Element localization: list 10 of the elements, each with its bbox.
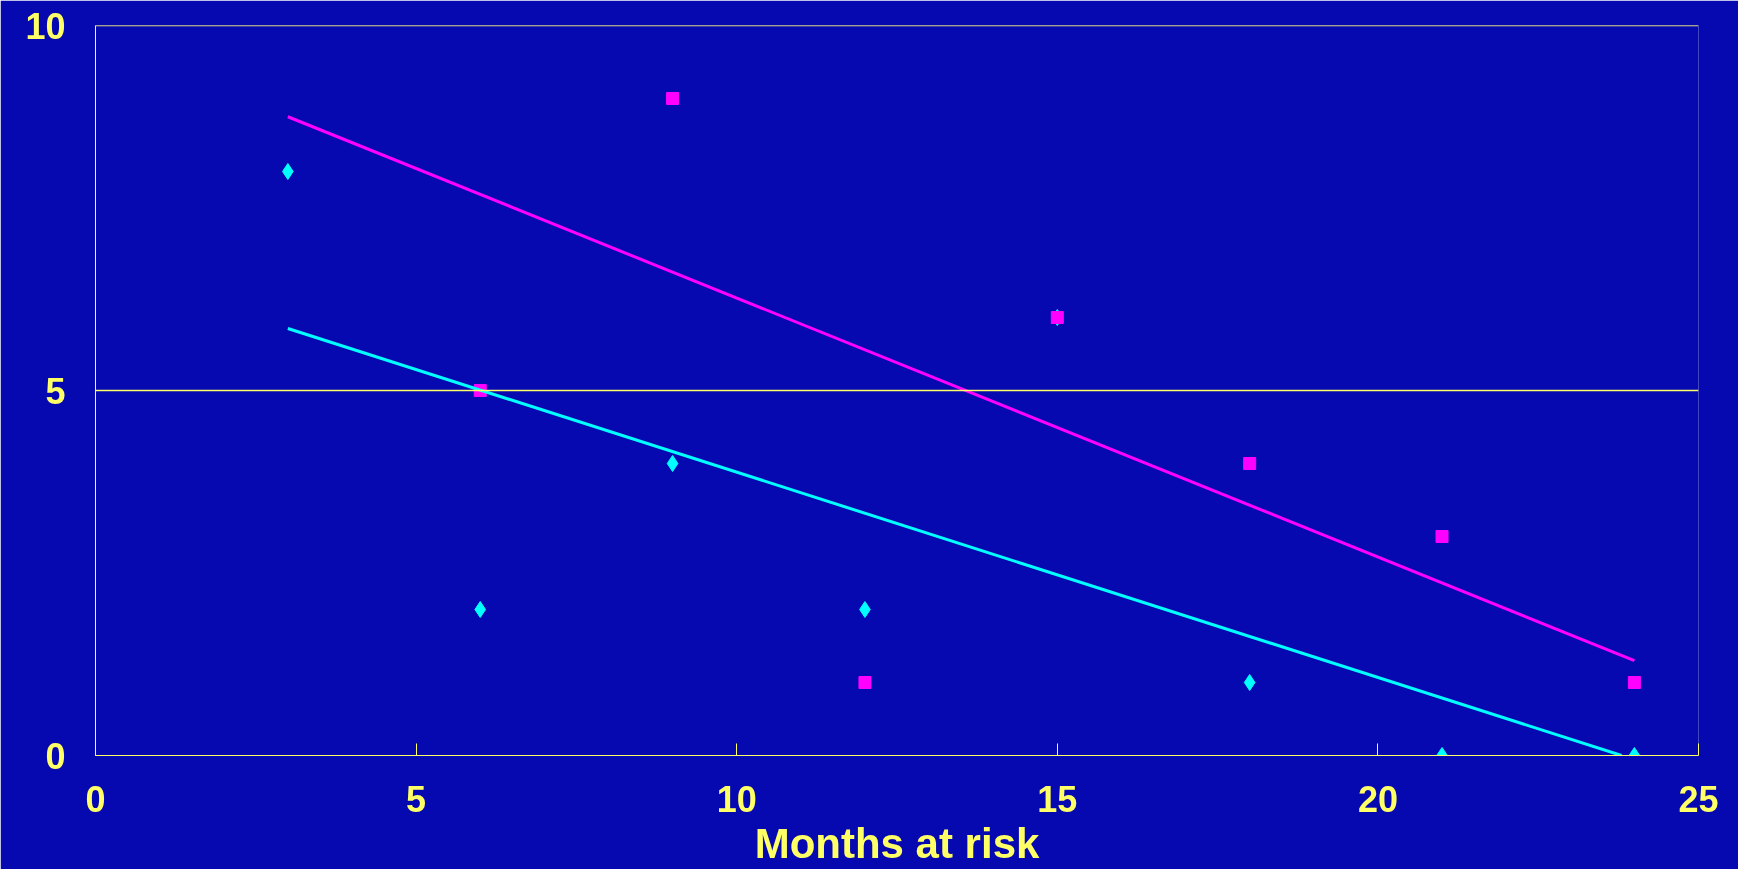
y-tick-label: 0: [45, 735, 66, 777]
x-tick-label: 25: [1678, 778, 1719, 820]
y-tick-label: 5: [45, 370, 66, 412]
x-tick-label: 5: [406, 778, 427, 820]
x-axis-title: Months at risk: [754, 819, 1040, 867]
y-tick-label: 10: [25, 5, 66, 47]
x-tick-label: 0: [85, 778, 106, 820]
x-tick-label: 15: [1037, 778, 1078, 820]
x-tick-label: 10: [716, 778, 757, 820]
x-tick-label: 20: [1357, 778, 1398, 820]
